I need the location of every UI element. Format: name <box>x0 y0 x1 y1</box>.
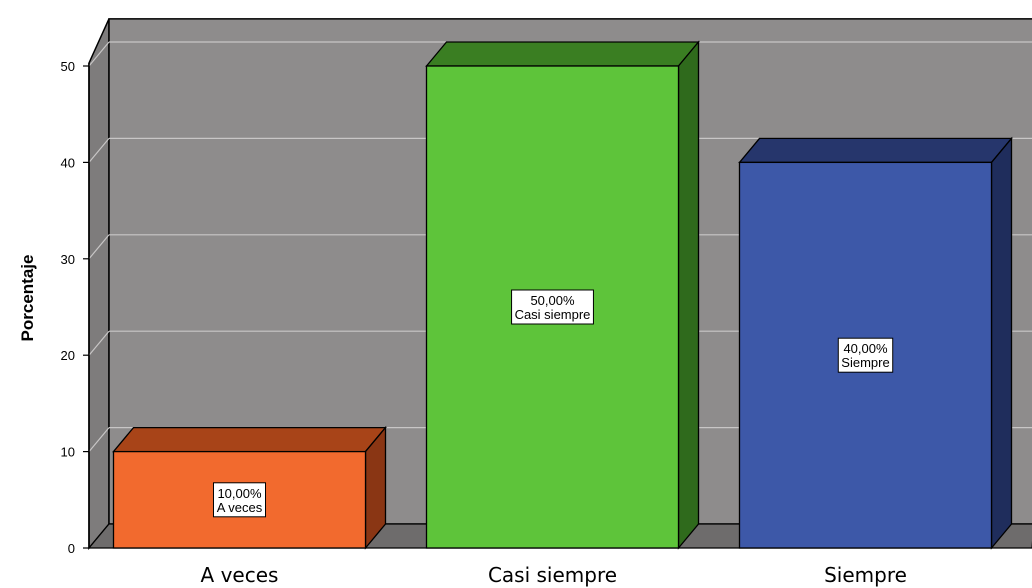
gridline-wall <box>88 138 110 163</box>
data-label: 40,00%Siempre <box>837 337 894 373</box>
x-tick-label: Casi siempre <box>488 563 617 587</box>
bar-top <box>738 137 1013 164</box>
data-label-box <box>837 337 894 373</box>
y-tick-label: 30 <box>61 252 75 267</box>
y-tick-label: 0 <box>68 541 75 556</box>
data-label-value: 50,00% <box>530 293 575 308</box>
data-label-category: Casi siempre <box>515 307 591 322</box>
bar <box>425 40 700 550</box>
y-axis: 0 10 20 30 40 50 <box>61 59 90 556</box>
bar <box>738 136 1013 550</box>
y-axis-label: Porcentaje <box>18 255 37 342</box>
y-tick-label: 50 <box>61 59 75 74</box>
gridline-wall <box>88 234 110 260</box>
bar-side <box>990 136 1013 550</box>
y-tick-label: 40 <box>61 155 75 170</box>
bars: 10,00%A veces 50,00%Casi siempre 40,00%Sie… <box>112 40 1013 550</box>
y-tick-label: 10 <box>61 445 75 460</box>
data-label-box <box>212 482 267 518</box>
data-label: 10,00%A veces <box>212 482 267 518</box>
bar-top <box>425 41 700 67</box>
bar-front <box>738 161 993 549</box>
x-tick-label: Siempre <box>824 563 907 587</box>
gridline-wall <box>88 330 110 356</box>
data-label-category: A veces <box>217 500 263 515</box>
data-label: 50,00%Casi siempre <box>511 289 594 325</box>
left-wall <box>88 18 110 551</box>
bar-side <box>677 40 700 550</box>
bar-top <box>112 426 387 453</box>
x-tick-label: A veces <box>201 563 279 587</box>
x-axis: A veces Casi siempre Siempre <box>201 563 907 587</box>
gridline-wall <box>88 427 110 452</box>
data-label-value: 40,00% <box>843 341 888 356</box>
data-label-value: 10,00% <box>217 486 262 501</box>
gridline-wall <box>88 41 110 67</box>
data-label-category: Siempre <box>841 355 889 370</box>
data-label-box <box>511 289 594 325</box>
y-tick-label: 20 <box>61 348 75 363</box>
